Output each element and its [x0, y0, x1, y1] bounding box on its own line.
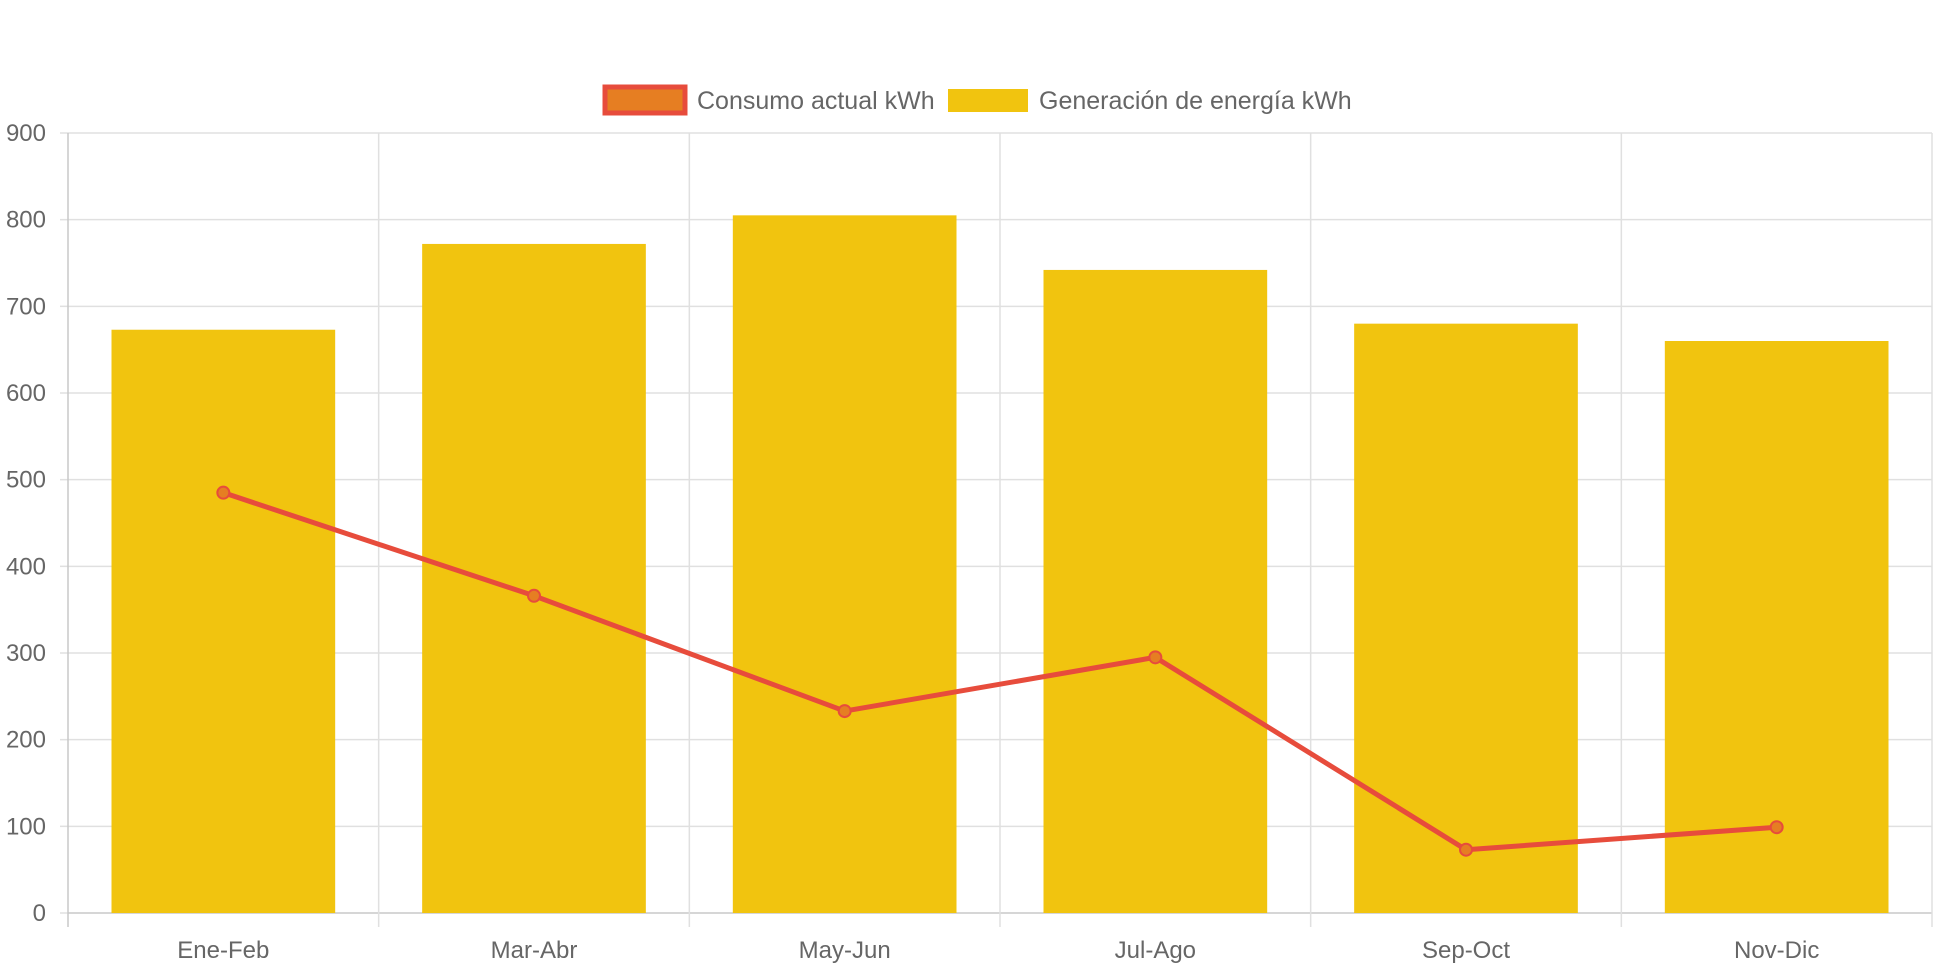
- generation-bar[interactable]: [111, 329, 336, 913]
- grid-lines: [60, 132, 1933, 927]
- y-tick-label: 600: [6, 380, 46, 407]
- x-axis-ticks: Ene-Feb Mar-Abr May-Jun Jul-Ago Sep-Oct Nov-D…: [177, 937, 1819, 964]
- y-tick-label: 100: [6, 813, 46, 840]
- y-tick-label: 500: [6, 467, 46, 494]
- y-tick-label: 300: [6, 640, 46, 667]
- generation-bar[interactable]: [732, 215, 957, 914]
- generation-bar[interactable]: [1043, 269, 1268, 913]
- y-tick-label: 700: [6, 293, 46, 320]
- x-tick-label: Mar-Abr: [491, 937, 578, 964]
- consumption-point[interactable]: [837, 704, 852, 719]
- legend-label-generation: Generación de energía kWh: [1039, 87, 1352, 115]
- y-tick-label: 400: [6, 553, 46, 580]
- consumption-point[interactable]: [216, 485, 231, 500]
- consumption-point[interactable]: [1148, 650, 1163, 665]
- legend[interactable]: Consumo actual kWh Generación de energía …: [602, 84, 1352, 116]
- consumption-point[interactable]: [1459, 842, 1473, 857]
- y-axis-ticks: 0 100 200 300 400 500 600 700 800 900: [6, 120, 46, 927]
- x-tick-label: Ene-Feb: [177, 937, 269, 964]
- legend-item-generation[interactable]: Generación de energía kWh: [948, 87, 1352, 115]
- legend-label-consumption: Consumo actual kWh: [697, 87, 935, 115]
- generation-bar[interactable]: [422, 243, 646, 913]
- generation-bar[interactable]: [1664, 341, 1889, 913]
- consumption-point[interactable]: [1769, 820, 1784, 835]
- consumption-line: [216, 485, 1784, 857]
- generation-bar[interactable]: [1354, 323, 1578, 914]
- x-tick-label: Jul-Ago: [1115, 937, 1196, 964]
- generation-bars: [111, 215, 1889, 914]
- consumption-line-path: [222, 490, 1777, 853]
- legend-item-consumption[interactable]: Consumo actual kWh: [602, 84, 935, 116]
- y-tick-label: 200: [6, 727, 46, 754]
- y-tick-label: 900: [6, 120, 46, 147]
- y-tick-label: 800: [6, 207, 46, 234]
- x-tick-label: Nov-Dic: [1734, 937, 1819, 964]
- x-tick-label: Sep-Oct: [1422, 937, 1510, 964]
- y-tick-label: 0: [33, 900, 46, 927]
- legend-swatch-generation: [948, 89, 1028, 112]
- legend-swatch-consumption: [602, 84, 688, 116]
- consumption-point[interactable]: [527, 588, 541, 603]
- x-tick-label: May-Jun: [799, 937, 891, 964]
